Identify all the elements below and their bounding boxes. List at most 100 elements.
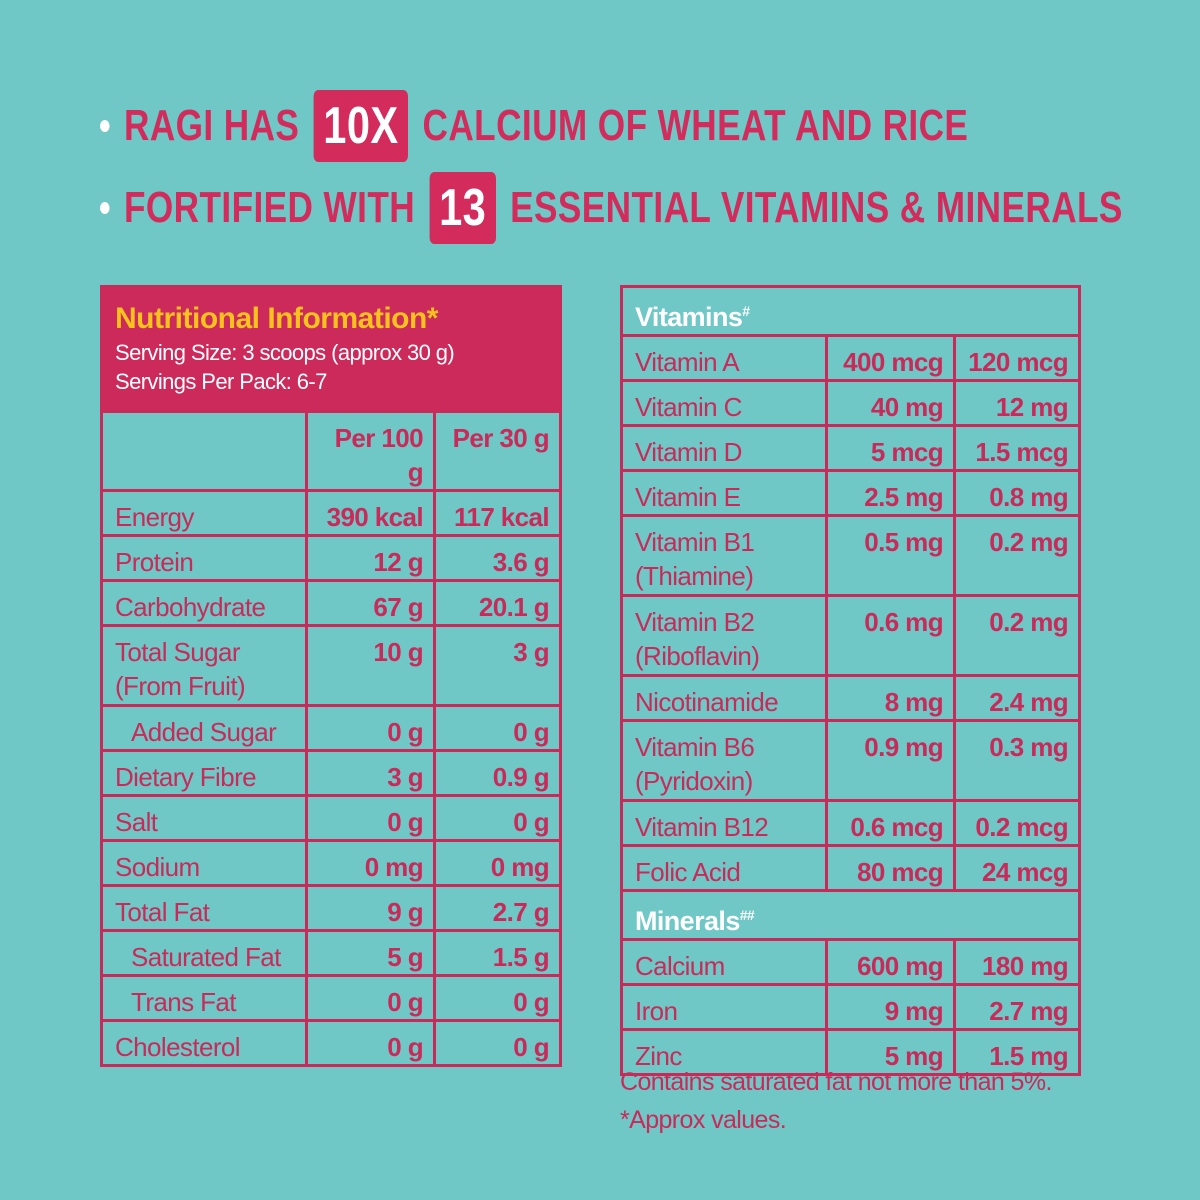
value-per-100g: 5 mg (825, 1028, 956, 1076)
value-per-100g: 9 mg (825, 983, 956, 1031)
column-header: Per 30 g (432, 410, 563, 492)
value-per-100g: 0 g (305, 1019, 436, 1067)
section-title-text: Vitamins (635, 302, 743, 332)
value-per-30g: 12 mg (952, 379, 1082, 427)
servings-per-pack: Servings Per Pack: 6-7 (115, 369, 327, 394)
nutrient-label: Iron (620, 983, 828, 1031)
footnote: *Approx values. (620, 1106, 787, 1134)
value-per-100g: 0 g (305, 974, 436, 1022)
nutrient-label: Folic Acid (620, 844, 828, 892)
value-per-100g: 600 mg (825, 938, 956, 986)
nutrition-header: Nutritional Information* Serving Size: 3… (99, 285, 563, 413)
value-per-30g: 0.2 mg (952, 514, 1082, 597)
value-per-100g: 0.6 mcg (825, 799, 956, 847)
value-per-100g: 0.6 mg (825, 594, 956, 677)
nutrient-label: Saturated Fat (100, 929, 308, 977)
value-per-100g: 0 g (305, 794, 436, 842)
serving-size: Serving Size: 3 scoops (approx 30 g) (115, 340, 455, 365)
nutrient-label: Vitamin A (620, 334, 828, 382)
headline-text: CALCIUM OF WHEAT AND RICE (422, 101, 969, 150)
table-row: Vitamin B6 (Pyridoxin) 0.9 mg 0.3 mg (620, 719, 1082, 802)
table-row: Vitamin C 40 mg 12 mg (620, 379, 1082, 427)
nutrient-label: Protein (100, 534, 308, 582)
headline-text: FORTIFIED WITH (124, 183, 416, 232)
value-per-30g: 0 mg (432, 839, 563, 887)
bullet-icon (100, 202, 110, 214)
value-per-100g: 10 g (305, 624, 436, 707)
section-title-text: Minerals (635, 906, 740, 936)
value-per-100g: 390 kcal (305, 489, 436, 537)
value-per-30g: 1.5 mg (952, 1028, 1082, 1076)
table-row: Vitamin B1 (Thiamine) 0.5 mg 0.2 mg (620, 514, 1082, 597)
value-per-30g: 20.1 g (432, 579, 563, 627)
nutrient-label: Dietary Fibre (100, 749, 308, 797)
nutrition-table: Nutritional Information* Serving Size: 3… (99, 285, 563, 1067)
value-per-100g: 0.9 mg (825, 719, 956, 802)
table-row: Zinc 5 mg 1.5 mg (620, 1028, 1082, 1076)
table-row: Sodium 0 mg 0 mg (100, 839, 563, 887)
headline-badge: 10X (313, 90, 409, 162)
nutrient-label: Vitamin D (620, 424, 828, 472)
value-per-100g: 2.5 mg (825, 469, 956, 517)
value-per-30g: 0 g (432, 1019, 563, 1067)
value-per-30g: 24 mcg (952, 844, 1082, 892)
nutrient-label: Carbohydrate (100, 579, 308, 627)
value-per-100g: 8 mg (825, 674, 956, 722)
nutrient-label: Cholesterol (100, 1019, 308, 1067)
nutrient-label: Total Sugar (From Fruit) (100, 624, 308, 707)
nutrient-label: Vitamin B2 (Riboflavin) (620, 594, 828, 677)
value-per-100g: 5 mcg (825, 424, 956, 472)
value-per-100g: 0.5 mg (825, 514, 956, 597)
value-per-100g: 0 mg (305, 839, 436, 887)
headline-text: RAGI HAS (124, 101, 300, 150)
section-header-row: Vitamins# (619, 285, 1082, 337)
value-per-30g: 0.9 g (432, 749, 563, 797)
value-per-100g: 400 mcg (825, 334, 956, 382)
footnote-mark: # (742, 303, 750, 319)
nutrient-label: Zinc (620, 1028, 828, 1076)
headline-badge: 13 (429, 172, 496, 244)
nutrient-label: Vitamin C (620, 379, 828, 427)
value-per-30g: 2.7 g (432, 884, 563, 932)
value-per-30g: 0 g (432, 974, 563, 1022)
value-per-30g: 0.2 mg (952, 594, 1082, 677)
value-per-30g: 1.5 mcg (952, 424, 1082, 472)
micronutrient-table: Vitamins# Vitamin A 400 mcg 120 mcg Vitamin … (619, 285, 1082, 1076)
table-row: Carbohydrate 67 g 20.1 g (100, 579, 563, 627)
headline-fortified: FORTIFIED WITH 13 ESSENTIAL VITAMINS & M… (100, 172, 1123, 244)
nutrition-header-row: Nutritional Information* Serving Size: 3… (99, 285, 563, 413)
nutrient-label: Total Fat (100, 884, 308, 932)
table-row: Total Fat 9 g 2.7 g (100, 884, 563, 932)
column-header (100, 410, 308, 492)
footnote: Contains saturated fat not more than 5%. (620, 1068, 1052, 1096)
value-per-30g: 0.2 mcg (952, 799, 1082, 847)
value-per-100g: 9 g (305, 884, 436, 932)
table-row: Vitamin E 2.5 mg 0.8 mg (620, 469, 1082, 517)
value-per-30g: 0.8 mg (952, 469, 1082, 517)
nutrient-label: Nicotinamide (620, 674, 828, 722)
table-row: Protein 12 g 3.6 g (100, 534, 563, 582)
table-row: Vitamin B2 (Riboflavin) 0.6 mg 0.2 mg (620, 594, 1082, 677)
value-per-30g: 120 mcg (952, 334, 1082, 382)
section-title: Minerals## (619, 889, 1082, 941)
nutrient-label: Calcium (620, 938, 828, 986)
value-per-100g: 80 mcg (825, 844, 956, 892)
value-per-30g: 0 g (432, 794, 563, 842)
value-per-30g: 3 g (432, 624, 563, 707)
value-per-100g: 3 g (305, 749, 436, 797)
table-row: Energy 390 kcal 117 kcal (100, 489, 563, 537)
nutrient-label: Salt (100, 794, 308, 842)
value-per-30g: 117 kcal (432, 489, 563, 537)
table-row: Dietary Fibre 3 g 0.9 g (100, 749, 563, 797)
bullet-icon (100, 120, 110, 132)
value-per-100g: 12 g (305, 534, 436, 582)
value-per-30g: 0 g (432, 704, 563, 752)
nutrient-label: Vitamin B6 (Pyridoxin) (620, 719, 828, 802)
column-header-row: Per 100 g Per 30 g (100, 410, 563, 492)
value-per-30g: 180 mg (952, 938, 1082, 986)
